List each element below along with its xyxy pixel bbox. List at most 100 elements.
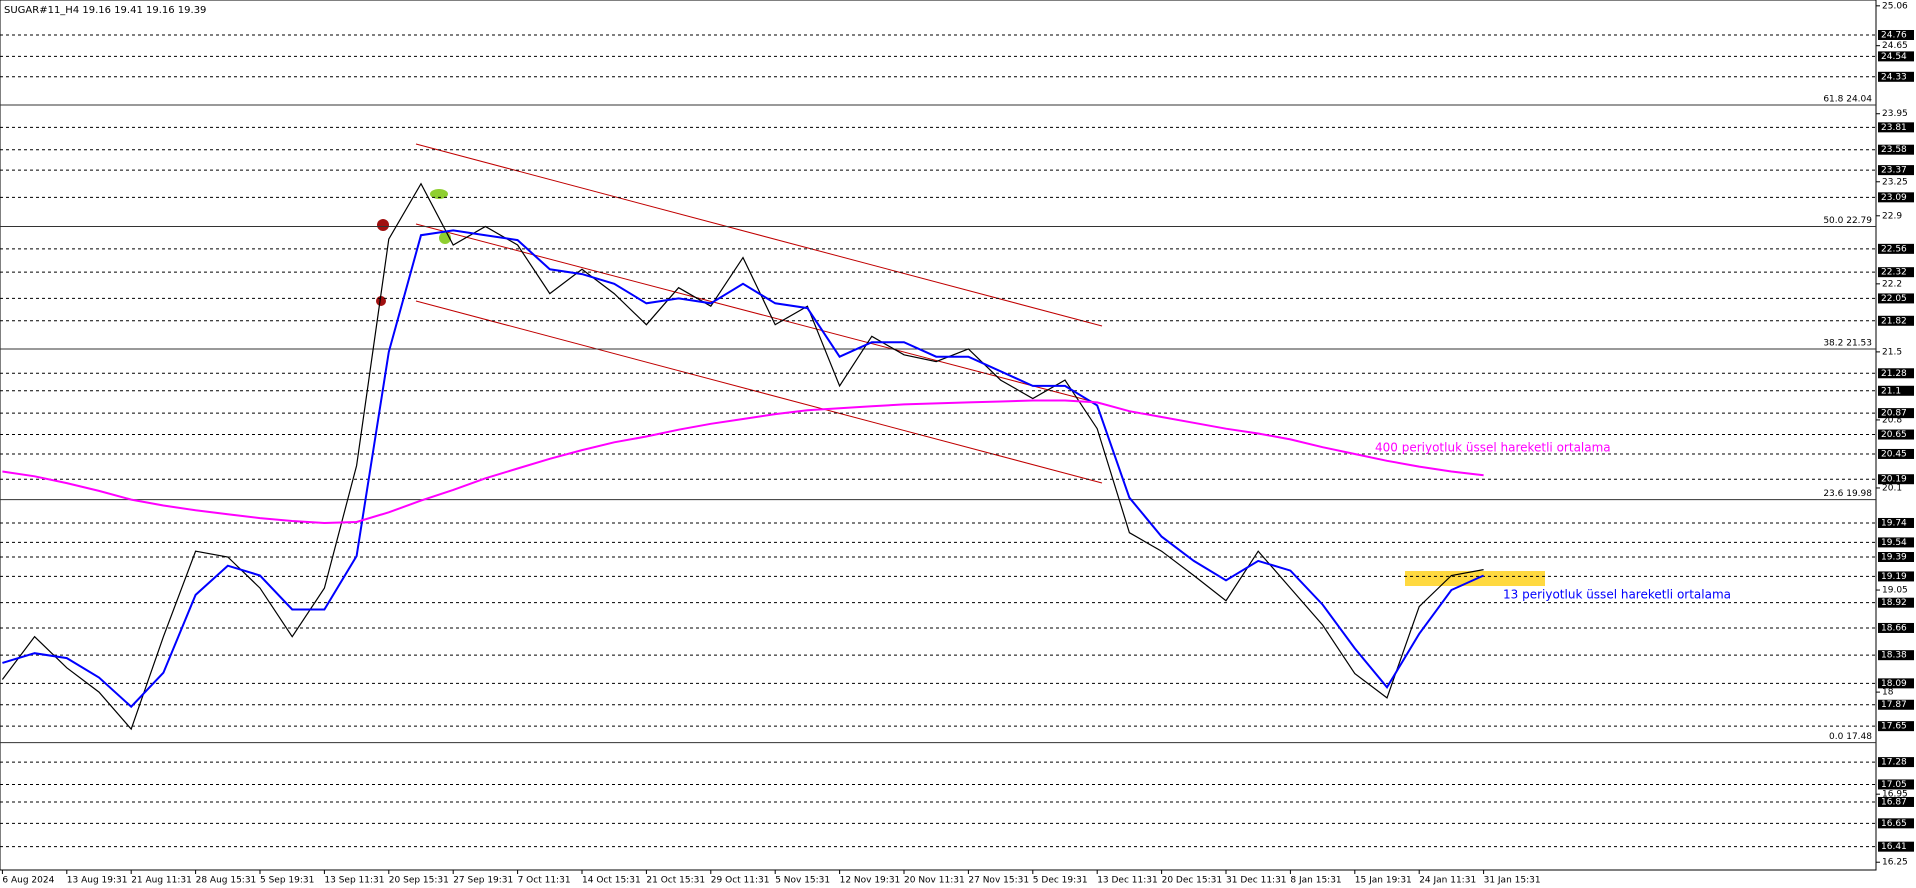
level-box xyxy=(1878,757,1914,768)
y-tick-label: 25.06 xyxy=(1882,1,1908,11)
level-box xyxy=(1878,243,1914,254)
level-box xyxy=(1878,267,1914,278)
level-box xyxy=(1878,192,1914,203)
y-tick-label: 20.1 xyxy=(1882,483,1902,493)
level-box xyxy=(1878,622,1914,633)
channel xyxy=(415,143,1103,484)
level-label: 16.65 xyxy=(1881,819,1907,829)
level-label: 23.81 xyxy=(1881,123,1907,133)
level-box xyxy=(1878,51,1914,62)
x-tick-label: 20 Sep 15:31 xyxy=(389,876,449,886)
level-label: 18.92 xyxy=(1881,598,1907,608)
fib-label: 23.6 19.98 xyxy=(1823,489,1872,499)
level-label: 20.19 xyxy=(1881,475,1907,485)
x-tick-label: 5 Sep 19:31 xyxy=(260,876,314,886)
level-label: 21.28 xyxy=(1881,369,1907,379)
level-label: 19.54 xyxy=(1881,538,1907,548)
level-label: 24.76 xyxy=(1881,30,1907,40)
level-box xyxy=(1878,537,1914,548)
fib-label: 0.0 17.48 xyxy=(1829,732,1872,742)
level-box xyxy=(1878,165,1914,176)
x-tick-label: 29 Oct 11:31 xyxy=(711,876,770,886)
fib-label: 50.0 22.79 xyxy=(1823,216,1872,226)
chart-title: SUGAR#11_H4 19.16 19.41 19.16 19.39 xyxy=(4,5,206,16)
y-tick-label: 19.05 xyxy=(1882,586,1908,596)
level-label: 24.54 xyxy=(1881,52,1907,62)
x-tick-label: 20 Nov 11:31 xyxy=(904,876,965,886)
level-box xyxy=(1878,551,1914,562)
level-box xyxy=(1878,571,1914,582)
y-tick-label: 24.65 xyxy=(1882,41,1908,51)
level-box xyxy=(1878,841,1914,852)
level-label: 20.87 xyxy=(1881,409,1907,419)
level-label: 21.82 xyxy=(1881,316,1907,326)
level-label: 18.38 xyxy=(1881,651,1907,661)
level-label: 23.58 xyxy=(1881,145,1907,155)
level-label: 17.05 xyxy=(1881,780,1907,790)
level-label: 20.65 xyxy=(1881,430,1907,440)
x-tick-label: 24 Jan 11:31 xyxy=(1419,876,1476,886)
x-tick-label: 12 Nov 19:31 xyxy=(840,876,901,886)
x-tick-label: 21 Aug 11:31 xyxy=(131,876,192,886)
level-label: 18.09 xyxy=(1881,679,1907,689)
level-label: 16.41 xyxy=(1881,842,1907,852)
level-label: 22.05 xyxy=(1881,294,1907,304)
channel-upper xyxy=(415,143,1103,327)
channel-lower xyxy=(415,300,1103,484)
ema13-label: 13 periyotluk üssel hareketli ortalama xyxy=(1503,588,1731,602)
channel-middle xyxy=(415,223,1103,405)
x-tick-label: 5 Dec 19:31 xyxy=(1033,876,1088,886)
level-label: 18.66 xyxy=(1881,623,1907,633)
y-tick-label: 23.25 xyxy=(1882,177,1908,187)
level-label: 22.56 xyxy=(1881,244,1907,254)
level-label: 23.37 xyxy=(1881,166,1907,176)
marker xyxy=(377,219,389,231)
level-box xyxy=(1878,71,1914,82)
level-box xyxy=(1878,408,1914,419)
moving-average xyxy=(2,229,1485,709)
x-tick-label: 14 Oct 15:31 xyxy=(582,876,641,886)
level-box xyxy=(1878,474,1914,485)
y-tick-label: 23.95 xyxy=(1882,109,1908,119)
y-tick-label: 16.95 xyxy=(1882,790,1908,800)
y-tick-label: 22.2 xyxy=(1882,279,1902,289)
level-label: 16.87 xyxy=(1881,797,1907,807)
x-tick-label: 5 Nov 15:31 xyxy=(775,876,830,886)
level-box xyxy=(1878,429,1914,440)
y-tick-label: 22.9 xyxy=(1882,211,1902,221)
level-label: 19.74 xyxy=(1881,518,1907,528)
level-label: 19.39 xyxy=(1881,552,1907,562)
x-tick-label: 31 Jan 15:31 xyxy=(1484,876,1541,886)
x-tick-label: 31 Dec 11:31 xyxy=(1226,876,1287,886)
level-box xyxy=(1878,818,1914,829)
marker xyxy=(430,189,448,199)
ema400-label: 400 periyotluk üssel hareketli ortalama xyxy=(1375,441,1611,455)
x-tick-label: 8 Jan 15:31 xyxy=(1290,876,1341,886)
x-tick-label: 13 Aug 19:31 xyxy=(67,876,128,886)
level-box xyxy=(1878,122,1914,133)
level-box xyxy=(1878,368,1914,379)
x-tick-label: 13 Dec 11:31 xyxy=(1097,876,1158,886)
level-box xyxy=(1878,144,1914,155)
x-tick-label: 20 Dec 15:31 xyxy=(1162,876,1223,886)
moving-average xyxy=(2,399,1484,525)
level-label: 19.19 xyxy=(1881,572,1907,582)
level-box xyxy=(1878,699,1914,710)
level-box xyxy=(1878,678,1914,689)
y-tick-label: 16.25 xyxy=(1882,858,1908,868)
x-tick-label: 13 Sep 11:31 xyxy=(324,876,384,886)
level-box xyxy=(1878,29,1914,40)
level-label: 17.65 xyxy=(1881,722,1907,732)
level-label: 24.33 xyxy=(1881,72,1907,82)
level-label: 17.28 xyxy=(1881,758,1907,768)
level-box xyxy=(1878,385,1914,396)
level-label: 21.1 xyxy=(1881,386,1901,396)
x-tick-label: 27 Nov 15:31 xyxy=(968,876,1029,886)
level-box xyxy=(1878,796,1914,807)
level-label: 17.87 xyxy=(1881,700,1907,710)
price-line xyxy=(1,182,1484,731)
level-box xyxy=(1878,779,1914,790)
level-box xyxy=(1878,517,1914,528)
fib-label: 38.2 21.53 xyxy=(1823,338,1872,348)
